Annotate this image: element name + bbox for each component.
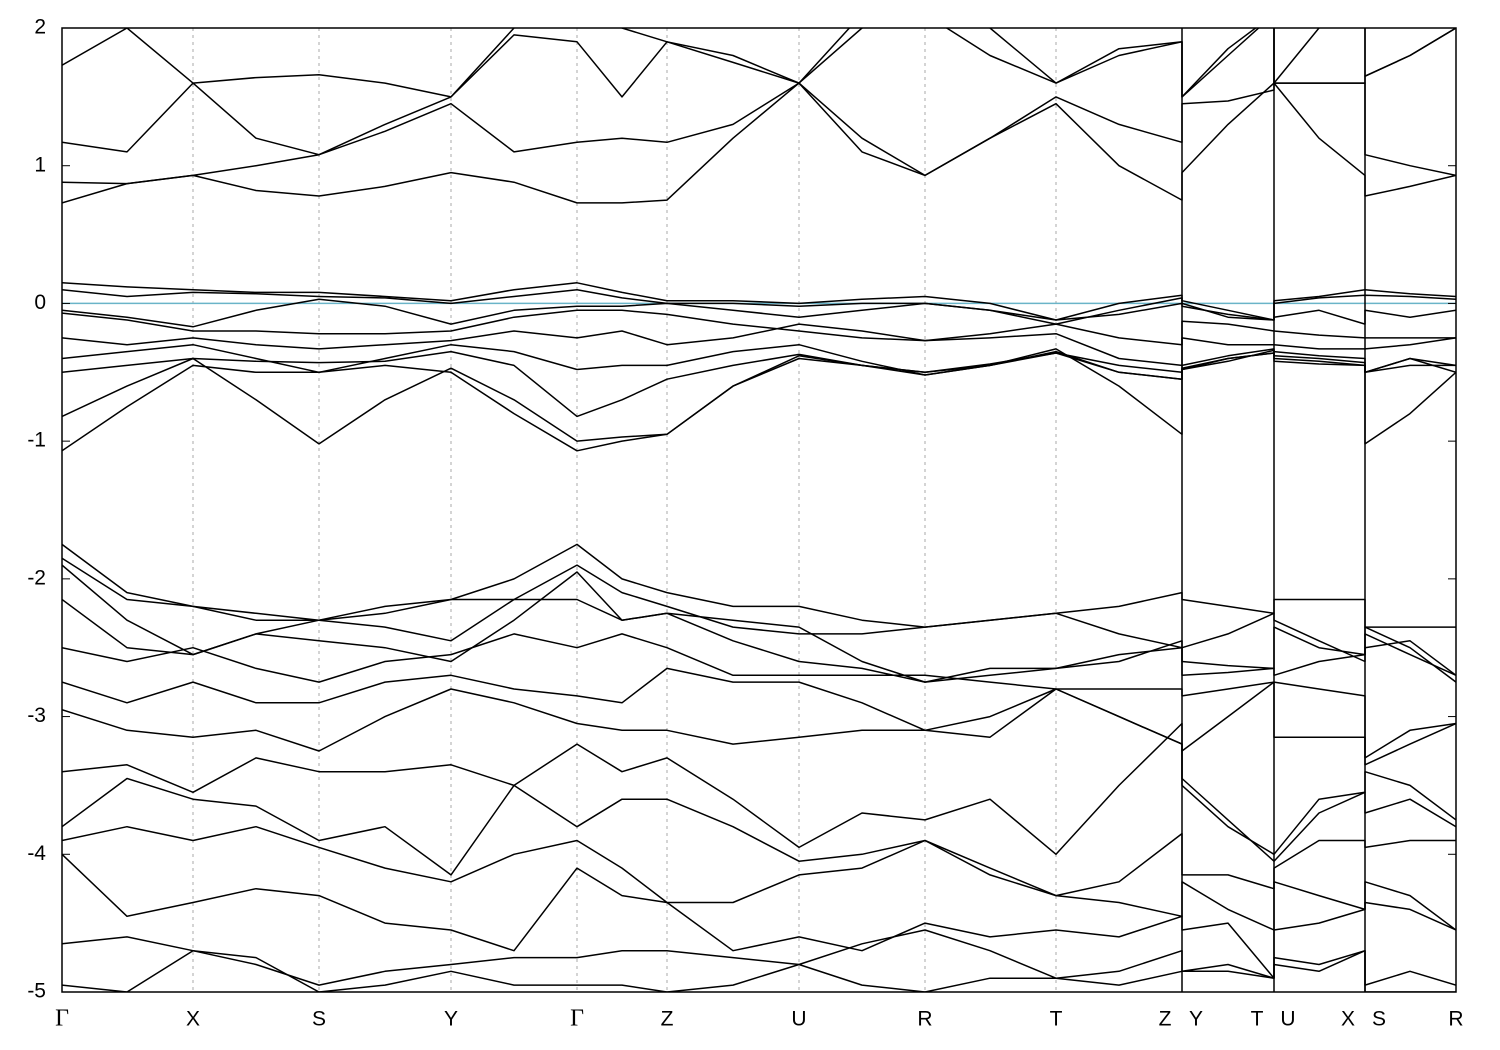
band	[62, 348, 1456, 445]
band	[62, 722, 1456, 856]
y-tick-label: 1	[34, 153, 46, 176]
plot-area	[62, 28, 1456, 992]
band	[62, 688, 1456, 862]
y-tick-label: 0	[34, 291, 46, 314]
band	[62, 309, 1456, 346]
band	[62, 28, 1456, 153]
x-tick-label: S	[312, 1008, 326, 1031]
x-tick-label: T	[1050, 1008, 1063, 1031]
x-tick-label: S	[1372, 1008, 1386, 1031]
x-tick-label: Y	[1189, 1008, 1203, 1031]
y-tick-label: -1	[27, 429, 46, 452]
y-tick-label: -5	[27, 980, 46, 1003]
x-tick-label: U	[1280, 1008, 1295, 1031]
plot-frame	[61, 27, 1457, 993]
y-tick-label: -2	[27, 566, 46, 589]
band	[62, 571, 1456, 683]
band	[62, 352, 1456, 445]
band	[62, 82, 1456, 204]
band	[62, 282, 1456, 321]
band	[62, 323, 1456, 367]
y-tick-label: -4	[27, 842, 46, 865]
band	[62, 929, 1456, 986]
x-tick-label: R	[1448, 1008, 1463, 1031]
band	[62, 949, 1456, 992]
band	[62, 288, 1456, 325]
x-tick-label: Γ	[55, 1006, 69, 1032]
x-tick-label: X	[1341, 1008, 1355, 1031]
band	[62, 667, 1456, 759]
band	[62, 543, 1456, 628]
band	[62, 777, 1456, 897]
y-tick-label: 2	[34, 16, 46, 39]
band	[62, 564, 1456, 683]
x-tick-label: X	[186, 1008, 200, 1031]
x-tick-label: Y	[444, 1008, 458, 1031]
y-tick-label: -3	[27, 704, 46, 727]
band	[62, 349, 1456, 452]
x-tick-label: Z	[1159, 1008, 1172, 1031]
band	[62, 633, 1456, 766]
band	[62, 28, 1456, 156]
x-tick-label: Z	[661, 1008, 674, 1031]
band	[62, 557, 1456, 676]
x-tick-label: U	[791, 1008, 806, 1031]
band	[62, 825, 1456, 931]
band	[62, 82, 1456, 185]
x-tick-label: T	[1251, 1008, 1264, 1031]
x-tick-label: Γ	[570, 1006, 584, 1032]
band	[62, 298, 1456, 328]
x-tick-label: R	[917, 1008, 932, 1031]
